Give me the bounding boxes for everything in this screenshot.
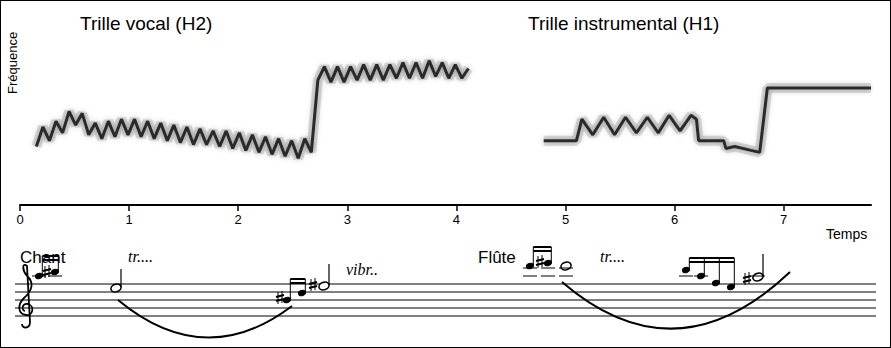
- svg-text:3: 3: [344, 212, 351, 227]
- svg-text:Flûte: Flûte: [478, 248, 516, 267]
- svg-text:vibr..: vibr..: [346, 261, 378, 278]
- svg-text:Chant: Chant: [20, 248, 66, 267]
- svg-text:Fréquence: Fréquence: [5, 32, 20, 94]
- svg-text:2: 2: [235, 212, 242, 227]
- svg-text:Trille vocal (H2): Trille vocal (H2): [80, 13, 212, 34]
- svg-text:tr....: tr....: [600, 248, 625, 265]
- svg-text:Temps: Temps: [826, 226, 867, 242]
- svg-text:4: 4: [453, 212, 460, 227]
- svg-text:0: 0: [16, 212, 23, 227]
- svg-text:tr....: tr....: [128, 248, 153, 265]
- svg-text:7: 7: [780, 212, 787, 227]
- svg-text:6: 6: [671, 212, 678, 227]
- svg-text:1: 1: [125, 212, 132, 227]
- svg-text:5: 5: [562, 212, 569, 227]
- svg-text:Trille instrumental (H1): Trille instrumental (H1): [528, 13, 719, 34]
